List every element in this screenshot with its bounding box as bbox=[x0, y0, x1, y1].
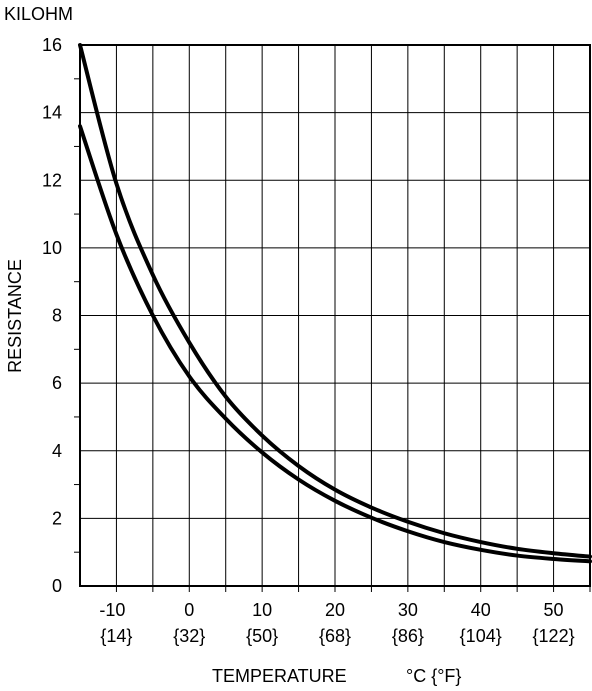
y-tick-label: 4 bbox=[52, 441, 62, 461]
series-curves bbox=[78, 43, 592, 564]
x-tick-label-fahrenheit: {50} bbox=[246, 626, 278, 646]
series-line-2 bbox=[78, 124, 592, 564]
gridlines bbox=[80, 44, 591, 587]
y-tick-label: 0 bbox=[52, 576, 62, 596]
x-tick-label-fahrenheit: {104} bbox=[460, 626, 502, 646]
y-axis-title: RESISTANCE bbox=[5, 259, 25, 373]
series-line-1 bbox=[78, 43, 592, 559]
y-tick-label: 12 bbox=[42, 170, 62, 190]
x-tick-labels: -10 {14} 0 {32} 10 {50} 20 {68} 30 {86} 40 {104} 50 {… bbox=[99, 600, 574, 646]
y-tick-labels: 0 2 4 6 8 10 12 14 16 bbox=[42, 35, 62, 596]
y-tick-label: 8 bbox=[52, 306, 62, 326]
x-axis-title: TEMPERATURE bbox=[212, 666, 347, 686]
x-tick-label-fahrenheit: {14} bbox=[100, 626, 132, 646]
x-axis-unit: °C {°F} bbox=[406, 666, 461, 686]
x-tick-label-celsius: 0 bbox=[184, 600, 194, 620]
y-tick-label: 16 bbox=[42, 35, 62, 55]
minor-ticks bbox=[74, 78, 591, 592]
x-tick-label-fahrenheit: {86} bbox=[392, 626, 424, 646]
y-unit-label: KILOHM bbox=[4, 4, 73, 24]
x-tick-label-celsius: 50 bbox=[544, 600, 564, 620]
x-tick-label-celsius: 20 bbox=[325, 600, 345, 620]
plot-frame bbox=[79, 44, 591, 587]
x-tick-label-celsius: 10 bbox=[252, 600, 272, 620]
y-tick-label: 2 bbox=[52, 508, 62, 528]
y-tick-label: 14 bbox=[42, 103, 62, 123]
y-tick-label: 10 bbox=[42, 238, 62, 258]
x-tick-label-celsius: -10 bbox=[99, 600, 125, 620]
x-tick-label-fahrenheit: {32} bbox=[173, 626, 205, 646]
x-tick-label-celsius: 40 bbox=[471, 600, 491, 620]
x-tick-label-fahrenheit: {68} bbox=[319, 626, 351, 646]
x-tick-label-fahrenheit: {122} bbox=[533, 626, 575, 646]
x-tick-label-celsius: 30 bbox=[398, 600, 418, 620]
y-tick-label: 6 bbox=[52, 373, 62, 393]
